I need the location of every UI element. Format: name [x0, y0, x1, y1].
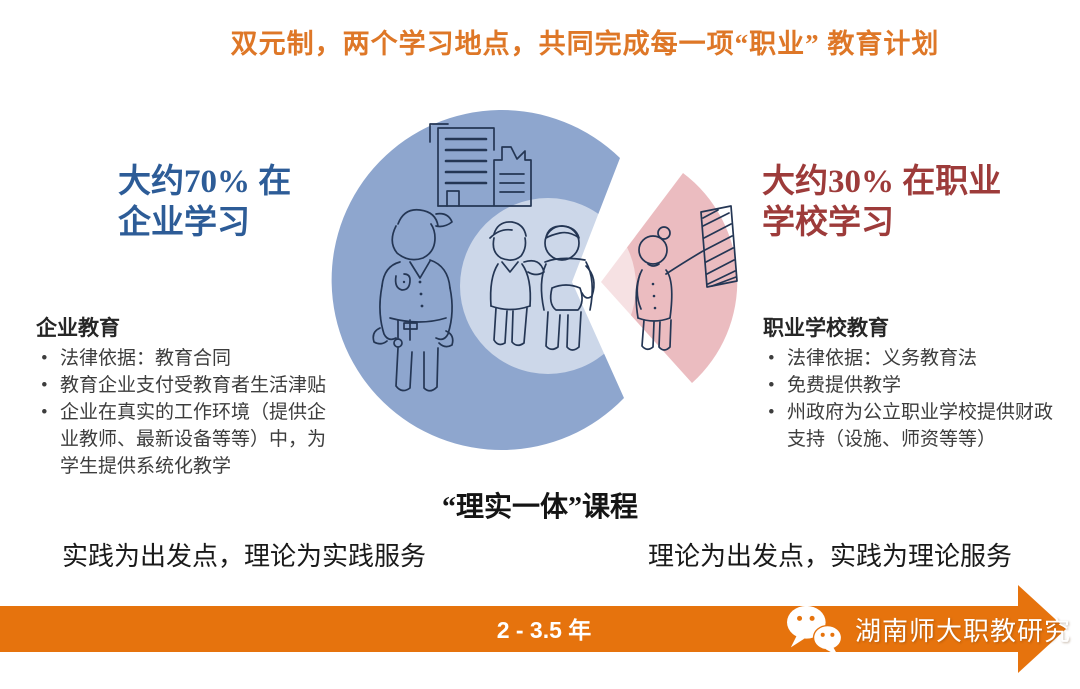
- list-item: 州政府为公立职业学校提供财政支持（设施、师资等等）: [763, 400, 1065, 454]
- school-principle-note: 理论为出发点，实践为理论服务: [648, 542, 1013, 571]
- school-share-heading: 大约30% 在职业 学校学习: [762, 164, 1002, 241]
- list-item: 免费提供教学: [763, 373, 1065, 400]
- teacher-icon: [635, 226, 704, 351]
- company-panel-title: 企业教育: [36, 316, 120, 340]
- list-item: 法律依据：义务教育法: [763, 346, 1065, 373]
- school-panel-title: 职业学校教育: [763, 316, 889, 340]
- worker-icon: [372, 208, 454, 392]
- list-item: 企业在真实的工作环境（提供企业教师、最新设备等等）中，为学生提供系统化教学: [36, 400, 336, 481]
- company-principle-note: 实践为出发点，理论为实践服务: [62, 542, 427, 571]
- duration-unit: 年: [568, 618, 592, 643]
- company-share-heading: 大约70% 在 企业学习: [118, 164, 292, 241]
- pie-center-highlight: [460, 198, 636, 374]
- pie-slice-company: [331, 110, 624, 451]
- watermark: 湖南师大职教研究: [780, 604, 1072, 657]
- timeline-arrow-bar: [0, 606, 1018, 652]
- students-icon: [489, 221, 595, 351]
- school-education-panel: 职业学校教育 法律依据：义务教育法免费提供教学州政府为公立职业学校提供财政支持（…: [763, 312, 1065, 454]
- center-caption: “理实一体”课程: [441, 492, 638, 523]
- pie-slice-school: [601, 173, 738, 383]
- watermark-text: 湖南师大职教研究: [855, 616, 1072, 646]
- list-item: 法律依据：教育合同: [36, 346, 336, 373]
- timeline-arrow-head: [1018, 585, 1066, 673]
- company-education-panel: 企业教育 法律依据：教育合同教育企业支付受教育者生活津贴企业在真实的工作环境（提…: [36, 312, 336, 481]
- duration-label: 2 - 3.5 年: [0, 611, 1018, 645]
- school-panel-list: 法律依据：义务教育法免费提供教学州政府为公立职业学校提供财政支持（设施、师资等等…: [763, 346, 1065, 454]
- company-panel-list: 法律依据：教育合同教育企业支付受教育者生活津贴企业在真实的工作环境（提供企业教师…: [36, 346, 336, 481]
- blackboard-icon: [700, 205, 738, 288]
- duration-value: 2 - 3.5: [496, 617, 562, 643]
- factory-building-icon: [429, 123, 532, 207]
- wechat-icon: [787, 605, 843, 657]
- page-title: 双元制，两个学习地点，共同完成每一项“职业” 教育计划: [230, 29, 940, 59]
- list-item: 教育企业支付受教育者生活津贴: [36, 373, 336, 400]
